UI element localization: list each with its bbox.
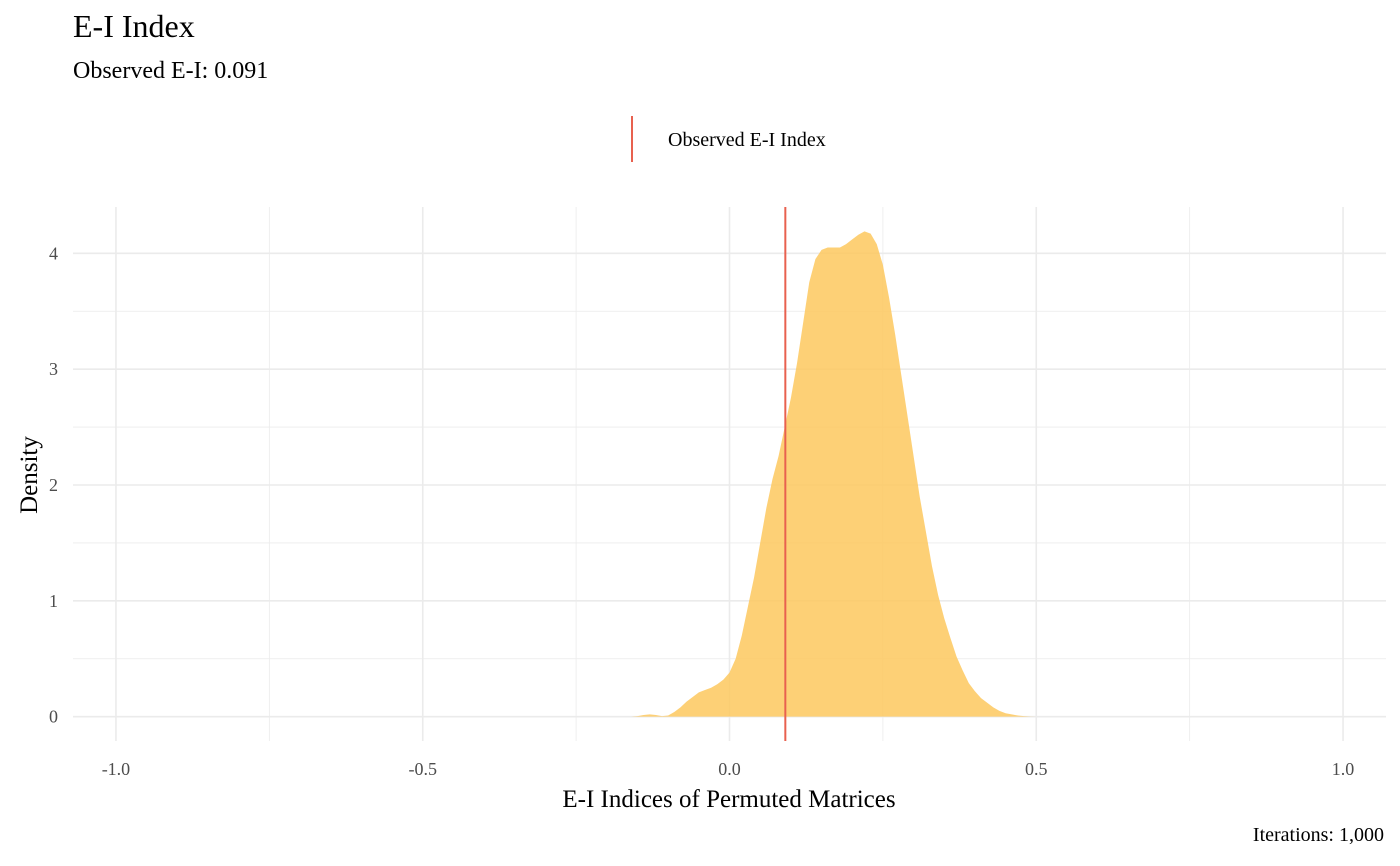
legend-label-observed: Observed E-I Index	[668, 128, 826, 151]
x-tick-label: 1.0	[1332, 759, 1355, 779]
y-axis-title: Density	[16, 436, 43, 514]
x-tick-label: 0.5	[1025, 759, 1048, 779]
x-tick-label: -1.0	[102, 759, 131, 779]
caption: Iterations: 1,000	[1252, 824, 1384, 846]
y-tick-label: 1	[49, 591, 58, 611]
x-tick-label: -0.5	[408, 759, 437, 779]
x-tick-label: 0.0	[718, 759, 741, 779]
chart-subtitle: Observed E-I: 0.091	[73, 58, 269, 84]
x-tick-labels: -1.0 -0.5 0.0 0.5 1.0	[102, 759, 1355, 779]
chart-title: E-I Index	[73, 8, 195, 44]
y-tick-label: 3	[49, 359, 58, 379]
density-area	[631, 231, 1037, 717]
y-tick-label: 2	[49, 475, 58, 495]
y-tick-label: 0	[49, 707, 58, 727]
legend-key-observed-line	[620, 116, 644, 164]
y-tick-label: 4	[49, 243, 58, 263]
y-tick-labels: 0 1 2 3 4	[49, 243, 58, 726]
x-axis-title: E-I Indices of Permuted Matrices	[562, 786, 895, 813]
legend: Observed E-I Index	[620, 116, 826, 164]
grid	[73, 207, 1386, 741]
